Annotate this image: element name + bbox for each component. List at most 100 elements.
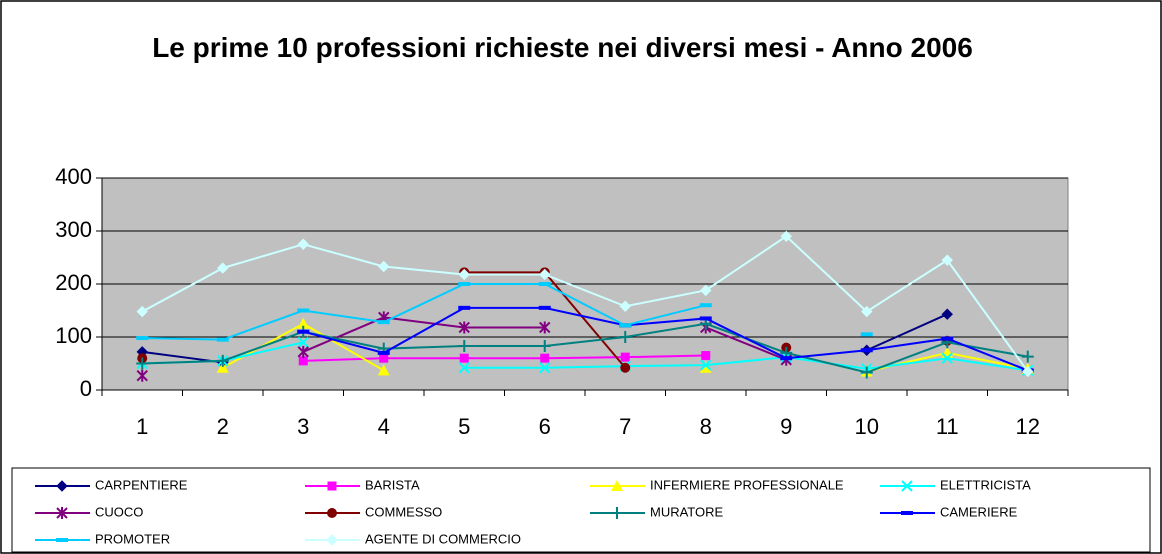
data-point: [941, 254, 953, 266]
legend-marker: [56, 480, 68, 492]
legend-label: BARISTA: [365, 477, 420, 492]
legend-label: PROMOTER: [95, 531, 170, 546]
x-tick-label: 8: [700, 414, 712, 439]
data-point: [136, 357, 149, 370]
data-point: [378, 260, 390, 273]
y-tick-label: 0: [80, 376, 92, 401]
x-tick-label: 6: [539, 414, 551, 439]
data-point: [377, 320, 390, 325]
chart-title: Le prime 10 professioni richieste nei di…: [152, 32, 973, 63]
data-point: [216, 354, 229, 367]
data-point: [619, 323, 632, 328]
data-point: [458, 268, 470, 281]
x-tick-label: 3: [297, 414, 309, 439]
x-tick-label: 12: [1016, 414, 1040, 439]
data-point: [539, 268, 551, 281]
legend-label: MURATORE: [650, 504, 724, 519]
data-point: [377, 350, 390, 355]
data-point: [458, 362, 470, 374]
data-point: [458, 305, 471, 310]
x-tick-label: 9: [780, 414, 792, 439]
data-point: [941, 308, 953, 320]
data-point: [297, 317, 310, 329]
legend-label: CAMERIERE: [940, 504, 1018, 519]
data-point: [538, 305, 551, 310]
data-point: [538, 282, 551, 286]
data-point: [297, 345, 309, 358]
legend-marker: [611, 480, 623, 491]
data-point: [941, 352, 953, 364]
series-line: [302, 316, 787, 361]
x-tick-label: 10: [855, 414, 879, 439]
data-point: [619, 331, 632, 343]
data-point: [620, 362, 631, 373]
data-point: [539, 321, 551, 334]
series-line: [142, 322, 1028, 374]
legend-marker: [56, 538, 68, 542]
data-point: [297, 329, 310, 334]
data-point: [136, 369, 148, 382]
data-point: [538, 340, 551, 353]
data-point: [1021, 350, 1034, 363]
data-point: [700, 284, 712, 297]
data-point: [136, 336, 149, 341]
data-point: [297, 238, 309, 250]
x-tick-label: 7: [619, 414, 631, 439]
legend-marker: [326, 534, 338, 546]
data-point: [699, 316, 712, 321]
series-line: [302, 306, 1029, 372]
data-point: [136, 305, 148, 318]
data-point: [780, 230, 792, 243]
data-point: [860, 366, 873, 379]
x-tick-label: 4: [378, 414, 390, 439]
legend-marker: [327, 508, 337, 518]
data-point: [298, 356, 308, 366]
data-point: [620, 352, 630, 362]
data-point: [458, 282, 471, 286]
data-point: [216, 361, 229, 373]
data-point: [860, 348, 873, 353]
data-point: [458, 321, 470, 334]
legend-label: AGENTE DI COMMERCIO: [365, 531, 521, 546]
series-line: [141, 235, 1029, 373]
data-point: [297, 308, 310, 313]
legend-marker: [56, 507, 68, 519]
y-tick-label: 100: [55, 323, 92, 348]
x-tick-label: 2: [217, 414, 229, 439]
legend-label: COMMESSO: [365, 504, 442, 519]
data-point: [539, 362, 551, 374]
data-point: [699, 303, 712, 308]
y-tick-label: 200: [55, 270, 92, 295]
legend-box: [11, 467, 1151, 553]
x-tick-label: 5: [458, 414, 470, 439]
data-point: [941, 336, 954, 341]
data-point: [861, 305, 873, 318]
data-point: [459, 353, 469, 363]
y-tick-label: 300: [55, 217, 92, 242]
data-point: [377, 364, 390, 376]
data-point: [780, 356, 793, 361]
data-point: [860, 332, 873, 337]
data-point: [700, 359, 712, 371]
data-point: [379, 353, 389, 363]
data-point: [699, 361, 712, 373]
data-point: [297, 336, 309, 349]
legend-label: ELETTRICISTA: [940, 477, 1031, 492]
y-tick-label: 400: [55, 164, 92, 189]
data-point: [1022, 365, 1034, 378]
data-point: [217, 262, 229, 274]
data-point: [458, 340, 471, 353]
legend-marker: [901, 511, 913, 515]
legend-label: INFERMIERE PROFESSIONALE: [650, 477, 844, 492]
data-point: [540, 353, 550, 363]
legend-marker: [901, 480, 913, 492]
legend-label: CUOCO: [95, 504, 143, 519]
x-tick-label: 11: [936, 414, 959, 439]
series-line: [303, 354, 706, 362]
legend-marker: [611, 507, 623, 519]
data-point: [216, 337, 229, 342]
data-point: [701, 351, 711, 361]
